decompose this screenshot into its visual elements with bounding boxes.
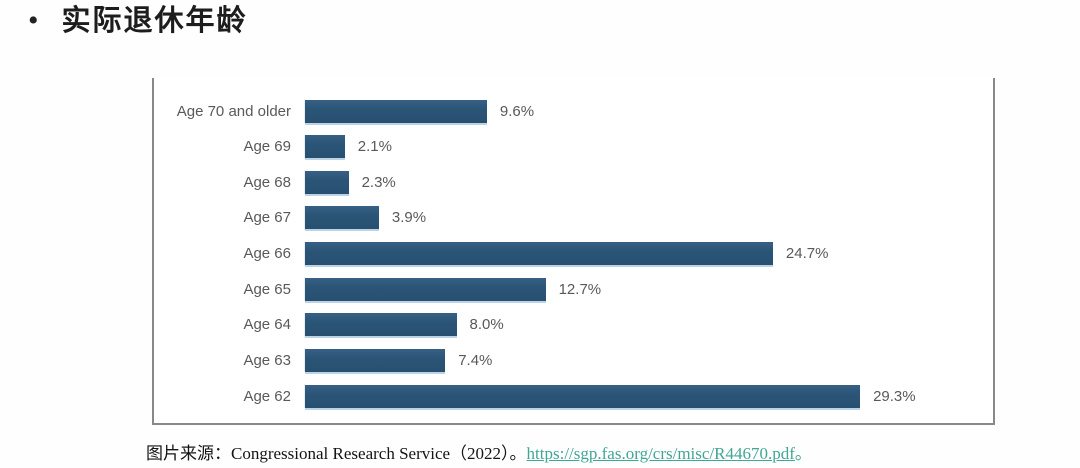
bar [305, 348, 446, 372]
source-link[interactable]: https://sgp.fas.org/crs/misc/R44670.pdf [526, 444, 795, 463]
bar-track: 9.6% [304, 99, 987, 123]
bar [305, 99, 487, 123]
value-label: 7.4% [458, 351, 493, 369]
bar-chart: Age 70 and older 9.6% Age 69 2.1% Age 68 2.3%… [152, 78, 995, 425]
value-label: 29.3% [873, 387, 916, 405]
bar-row: Age 66 24.7% [154, 241, 987, 266]
caption-suffix: 。 [794, 444, 812, 463]
bar-row: Age 65 12.7% [154, 277, 987, 302]
bar-track: 2.1% [304, 134, 987, 159]
bar [305, 170, 349, 194]
value-label: 8.0% [469, 316, 504, 334]
bar-chart-rows: Age 70 and older 9.6% Age 69 2.1% Age 68 2.3%… [154, 99, 987, 408]
bar-row: Age 70 and older 9.6% [154, 99, 987, 123]
bar-track: 7.4% [304, 348, 987, 373]
bar-row: Age 67 3.9% [154, 205, 987, 230]
bar-row: Age 64 8.0% [154, 312, 987, 337]
page-title: 实际退休年龄 [61, 5, 248, 37]
bar [305, 242, 773, 265]
category-label: Age 63 [243, 351, 291, 369]
bar-row: Age 68 2.3% [154, 170, 987, 195]
bar [305, 206, 379, 230]
bar-track: 24.7% [304, 241, 987, 266]
bar-track: 12.7% [304, 277, 987, 302]
caption: 图片来源：Congressional Research Service（2022… [146, 439, 812, 464]
bullet-icon: • [28, 4, 39, 37]
bar-track: 8.0% [304, 312, 987, 337]
bar-row: Age 69 2.1% [154, 134, 987, 159]
caption-source-label: 图片来源：Congressional Research Service（2022… [146, 444, 527, 463]
category-label: Age 68 [243, 173, 291, 191]
category-label: Age 70 and older [176, 102, 291, 120]
bar [305, 135, 345, 159]
value-label: 3.9% [391, 209, 427, 227]
category-label: Age 69 [243, 138, 291, 156]
bar-track: 2.3% [304, 170, 987, 195]
category-label: Age 67 [243, 209, 291, 227]
value-label: 12.7% [558, 280, 602, 298]
value-label: 2.3% [361, 173, 396, 191]
category-label: Age 65 [243, 280, 291, 298]
category-label: Age 66 [243, 245, 291, 262]
category-label: Age 62 [243, 387, 291, 405]
category-label: Age 64 [243, 316, 291, 334]
bar-track: 3.9% [304, 205, 987, 230]
bar [305, 313, 457, 337]
bar [305, 277, 546, 301]
value-label: 9.6% [499, 102, 535, 120]
bar-row: Age 63 7.4% [154, 348, 987, 373]
bar [305, 384, 861, 408]
title-row: • 实际退休年龄 [28, 2, 248, 40]
value-label: 2.1% [357, 138, 392, 156]
bar-row: Age 62 29.3% [154, 384, 987, 408]
value-label: 24.7% [785, 245, 829, 262]
bar-track: 29.3% [304, 384, 987, 408]
